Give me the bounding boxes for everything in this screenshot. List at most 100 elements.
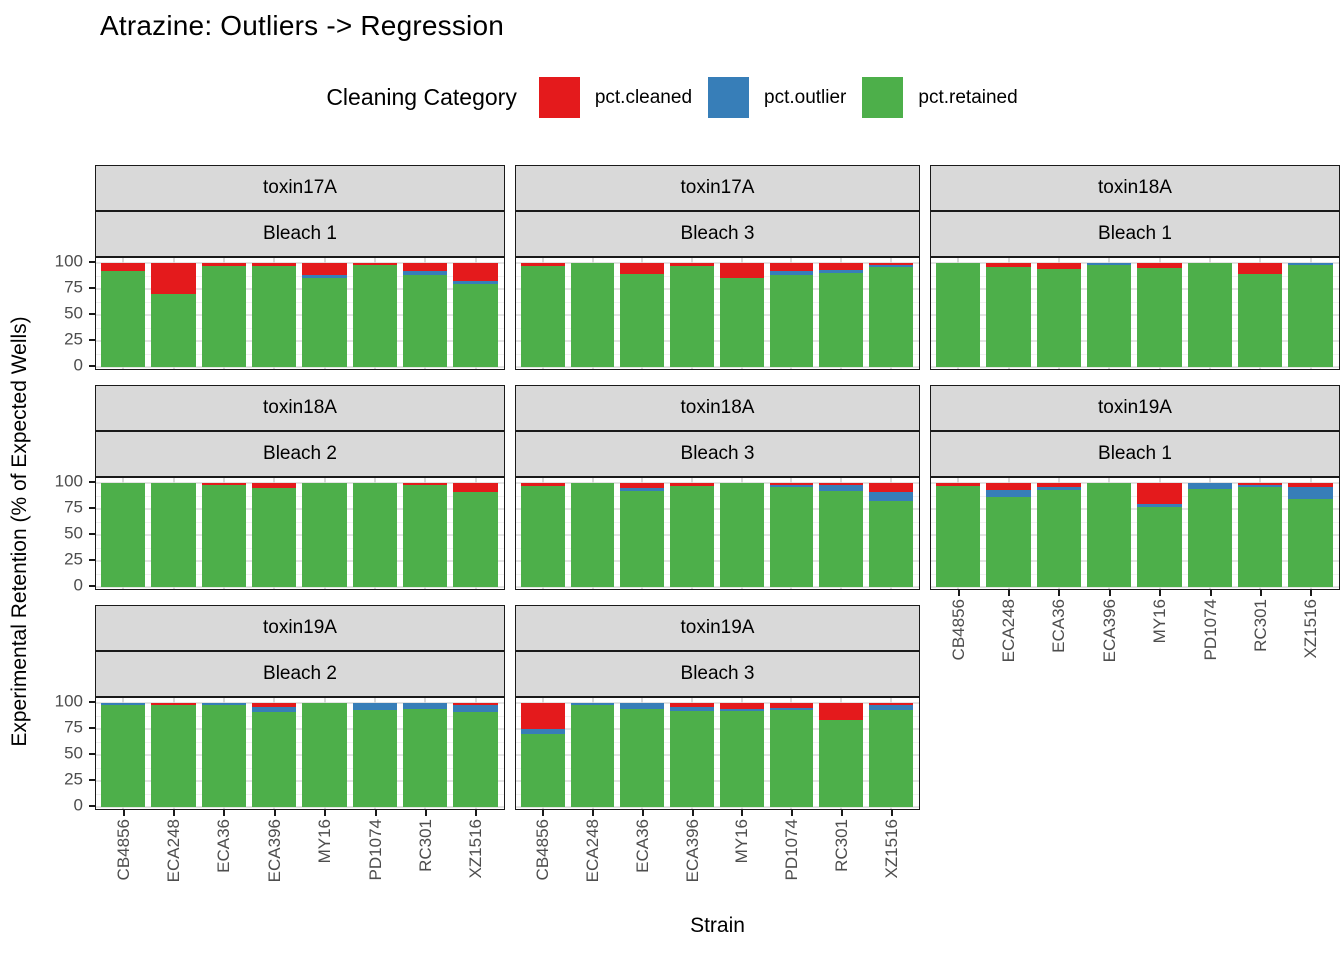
x-tick (273, 810, 276, 816)
x-tick (641, 810, 644, 816)
x-tick (1159, 590, 1162, 596)
bar-segment-pct.cleaned (670, 703, 714, 708)
bar-segment-pct.retained (352, 265, 398, 367)
stacked-bar-RC301 (1238, 263, 1283, 367)
bar-segment-pct.outlier (1036, 487, 1082, 491)
x-tick-label-text: XZ1516 (881, 819, 901, 879)
facet-strip-toxin: toxin18A (930, 165, 1340, 211)
x-tick-label: CB4856 (114, 819, 134, 885)
gridline-minor (516, 741, 919, 743)
bar-segment-pct.retained (670, 486, 714, 587)
y-tick (89, 753, 95, 755)
x-tick-label: RC301 (1251, 599, 1271, 657)
y-tick (89, 261, 95, 263)
stacked-bar-XZ1516 (869, 483, 913, 587)
bar-segment-pct.outlier (769, 708, 814, 711)
stacked-bar-CB4856 (101, 263, 146, 367)
stacked-bar-CB4856 (936, 483, 981, 587)
gridline-minor (516, 495, 919, 497)
bar-segment-pct.outlier (986, 490, 1031, 497)
y-tick-label: 75 (64, 717, 83, 737)
bar-segment-pct.retained (719, 483, 764, 587)
bar-segment-pct.cleaned (151, 263, 196, 295)
bar-segment-pct.outlier (1087, 263, 1132, 266)
gridline-major (516, 508, 919, 510)
x-tick-label: CB4856 (949, 599, 969, 665)
x-tick (890, 810, 893, 816)
bar-segment-pct.cleaned (453, 703, 498, 706)
stacked-bar-CB4856 (101, 703, 146, 807)
x-tick-label: PD1074 (1201, 599, 1221, 665)
gridline-major (96, 560, 504, 562)
y-tick-label: 75 (64, 497, 83, 517)
bar-segment-pct.cleaned (1036, 263, 1082, 270)
facet-panel (95, 697, 505, 810)
gridline-major (96, 780, 504, 782)
x-tick-label-text: CB4856 (533, 819, 553, 881)
stacked-bar-ECA396 (1087, 263, 1132, 367)
bar-segment-pct.retained (670, 711, 714, 807)
gridline-minor (931, 327, 1339, 329)
facet-strip-bleach: Bleach 1 (930, 211, 1340, 257)
bar-segment-pct.retained (986, 267, 1031, 367)
y-tick-label: 0 (73, 795, 83, 815)
x-tick-label-text: ECA396 (682, 819, 702, 883)
bar-segment-pct.outlier (620, 703, 665, 710)
stacked-bar-ECA36 (1036, 263, 1082, 367)
gridline-minor (96, 547, 504, 549)
bar-segment-pct.cleaned (403, 483, 448, 486)
legend-swatch-pct.retained (862, 77, 904, 118)
bar-segment-pct.retained (1087, 483, 1132, 587)
bar-segment-pct.cleaned (520, 263, 565, 267)
bar-segment-pct.retained (201, 485, 247, 587)
y-tick-label: 25 (64, 549, 83, 569)
x-tick-label-text: ECA36 (1049, 599, 1069, 653)
gridline-minor (96, 275, 504, 277)
bar-segment-pct.retained (570, 705, 615, 807)
gridline-major (931, 560, 1339, 562)
bar-segment-pct.cleaned (869, 703, 913, 706)
gridline-minor (96, 301, 504, 303)
bar-segment-pct.retained (936, 486, 981, 587)
x-tick-label: ECA396 (265, 819, 285, 887)
gridline-major (96, 288, 504, 290)
bar-segment-pct.outlier (302, 275, 347, 278)
x-tick-label-text: CB4856 (113, 819, 133, 881)
x-tick (475, 810, 478, 816)
x-tick (324, 810, 327, 816)
gridline-minor (516, 547, 919, 549)
x-tick-label: RC301 (416, 819, 436, 877)
stacked-bar-XZ1516 (453, 263, 498, 367)
bar-segment-pct.cleaned (403, 263, 448, 272)
bar-segment-pct.retained (719, 277, 764, 367)
bar-segment-pct.cleaned (151, 703, 196, 706)
stacked-bar-PD1074 (352, 483, 398, 587)
bar-segment-pct.retained (252, 488, 297, 587)
x-tick-label: ECA248 (583, 819, 603, 887)
stacked-bar-CB4856 (520, 483, 565, 587)
bar-segment-pct.retained (570, 263, 615, 367)
chart-title: Atrazine: Outliers -> Regression (100, 10, 505, 41)
bar-segment-pct.retained (302, 483, 347, 587)
gridline-major (931, 482, 1339, 484)
gridline-minor (931, 573, 1339, 575)
x-tick-label-text: RC301 (415, 819, 435, 872)
gridline-minor (931, 275, 1339, 277)
bar-segment-pct.retained (1137, 268, 1182, 367)
y-tick (89, 287, 95, 289)
gridline-major (96, 702, 504, 704)
stacked-bar-ECA396 (252, 483, 297, 587)
bar-segment-pct.cleaned (620, 483, 665, 489)
bar-segment-pct.cleaned (252, 483, 297, 489)
bar-segment-pct.retained (151, 483, 196, 587)
bar-segment-pct.retained (769, 710, 814, 807)
bar-segment-pct.cleaned (453, 263, 498, 281)
bar-segment-pct.cleaned (520, 703, 565, 729)
gridline-minor (96, 767, 504, 769)
gridline-minor (96, 741, 504, 743)
x-tick (1310, 590, 1313, 596)
bar-segment-pct.retained (403, 709, 448, 807)
gridline-minor (516, 353, 919, 355)
bar-segment-pct.retained (1036, 490, 1082, 587)
gridline-major (96, 366, 504, 368)
